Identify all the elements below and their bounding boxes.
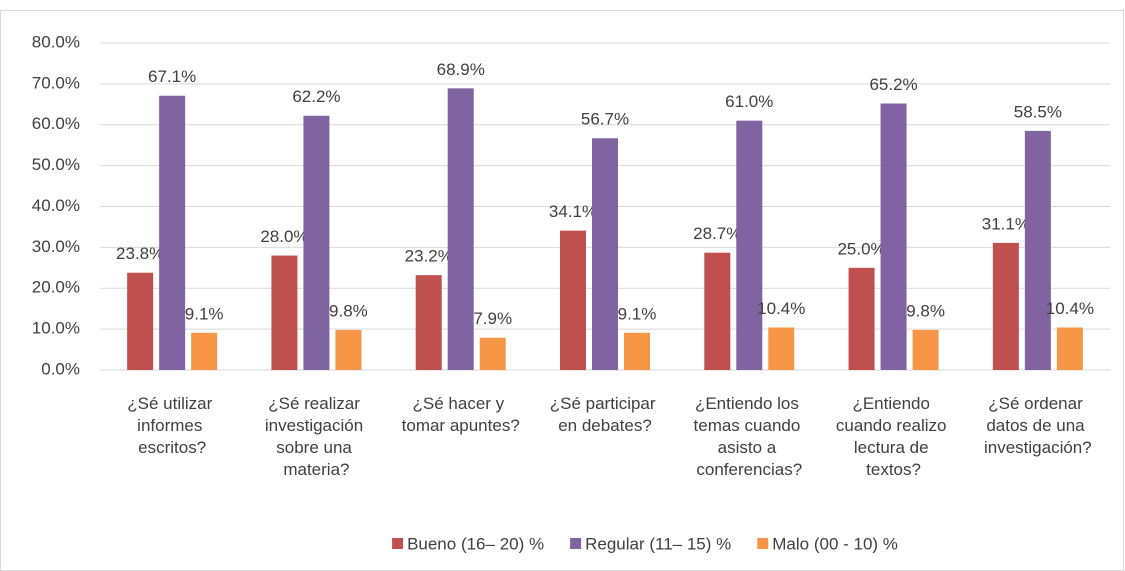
y-tick-label: 50.0% <box>32 155 80 174</box>
data-label: 58.5% <box>1014 102 1062 121</box>
legend-swatch <box>570 538 582 549</box>
bar <box>335 329 362 370</box>
legend-swatch <box>757 538 769 549</box>
x-tick-line: materia? <box>283 460 349 479</box>
data-label: 28.0% <box>260 227 308 246</box>
x-tick-line: temas cuando <box>694 416 806 435</box>
bar <box>159 95 186 370</box>
bar <box>880 103 907 371</box>
y-tick-label: 70.0% <box>32 73 80 92</box>
x-tick-line: asisto a <box>718 438 781 457</box>
x-tick-line: conferencias? <box>696 460 802 479</box>
x-tick-line: investigación? <box>984 438 1092 457</box>
bar <box>992 242 1019 370</box>
data-label: 23.8% <box>116 244 164 263</box>
x-tick-label: ¿Sé ordenar datos de una investigación? <box>984 394 1092 457</box>
data-label: 68.9% <box>437 60 485 79</box>
data-label: 31.1% <box>982 214 1030 233</box>
bar <box>704 252 731 370</box>
bar <box>912 329 939 370</box>
data-label: 23.2% <box>405 247 453 266</box>
legend-label: Regular (11– 15) % <box>585 534 731 553</box>
y-tick-label: 40.0% <box>32 196 80 215</box>
bar <box>560 230 586 370</box>
bar <box>592 138 618 370</box>
x-tick-line: sobre una <box>276 438 356 457</box>
y-tick-label: 20.0% <box>32 278 80 297</box>
data-label: 62.2% <box>292 87 340 106</box>
bar <box>1024 130 1051 370</box>
x-tick-line: tomar apuntes? <box>402 416 520 435</box>
x-tick-line: ¿Sé utilizar <box>127 394 217 413</box>
bar <box>447 88 474 370</box>
x-tick-line: informes <box>137 416 207 435</box>
y-tick-label: 30.0% <box>32 237 80 256</box>
x-tick-label: ¿Sé hacer y tomar apuntes? <box>402 394 520 435</box>
data-label: 9.1% <box>185 304 224 323</box>
y-tick-label: 0.0% <box>41 359 80 378</box>
x-tick-line: investigación <box>265 416 368 435</box>
bar <box>271 255 298 370</box>
x-tick-line: datos de una <box>986 416 1089 435</box>
data-label: 34.1% <box>549 202 597 221</box>
data-label: 67.1% <box>148 67 196 86</box>
data-label: 10.4% <box>757 299 805 318</box>
x-tick-line: ¿Sé realizar <box>268 394 364 413</box>
y-tick-label: 80.0% <box>32 32 80 51</box>
data-label: 61.0% <box>725 92 773 111</box>
data-label: 9.8% <box>329 301 368 320</box>
data-label: 9.8% <box>906 301 945 320</box>
data-label: 56.7% <box>581 110 629 129</box>
x-tick-line: ¿Entiendo <box>852 394 934 413</box>
x-tick-label: ¿Entiendo los temas cuando asisto a conf… <box>694 394 806 479</box>
x-tick-line: ¿Sé hacer y <box>413 394 509 413</box>
x-tick-label: ¿Sé utilizar informes escritos? <box>127 394 217 457</box>
bar <box>303 115 330 370</box>
bar <box>479 337 506 370</box>
x-tick-label: ¿Entiendo cuando realizo lectura de text… <box>836 394 951 479</box>
data-label: 10.4% <box>1046 299 1094 318</box>
data-label: 65.2% <box>869 75 917 94</box>
bar <box>848 267 875 370</box>
x-tick-line: ¿Sé participar <box>550 394 661 413</box>
bar <box>624 332 650 370</box>
data-label: 25.0% <box>837 239 885 258</box>
data-label: 7.9% <box>473 309 512 328</box>
legend-label: Bueno (16– 20) % <box>407 534 544 553</box>
bar <box>736 120 763 370</box>
y-tick-label: 10.0% <box>32 319 80 338</box>
y-tick-label: 60.0% <box>32 114 80 133</box>
x-tick-line: ¿Entiendo los <box>695 394 804 413</box>
x-tick-line: lectura de <box>854 438 933 457</box>
x-tick-line: escritos? <box>138 438 206 457</box>
bar <box>768 327 795 370</box>
x-tick-line: textos? <box>866 460 921 479</box>
bar <box>191 332 218 370</box>
x-tick-label: ¿Sé realizar investigación sobre una mat… <box>265 394 368 479</box>
bar <box>127 272 154 370</box>
data-label: 28.7% <box>693 224 741 243</box>
x-tick-line: cuando realizo <box>836 416 951 435</box>
x-tick-line: ¿Sé ordenar <box>988 394 1087 413</box>
x-tick-line: en debates? <box>558 416 652 435</box>
legend-swatch <box>392 538 404 549</box>
bar <box>415 275 442 370</box>
legend-label: Malo (00 - 10) % <box>772 534 898 553</box>
legend: Bueno (16– 20) % Regular (11– 15) % Malo (… <box>392 534 898 553</box>
bar <box>1056 327 1083 370</box>
x-tick-label: ¿Sé participar en debates? <box>550 394 661 435</box>
data-label: 9.1% <box>618 304 657 323</box>
